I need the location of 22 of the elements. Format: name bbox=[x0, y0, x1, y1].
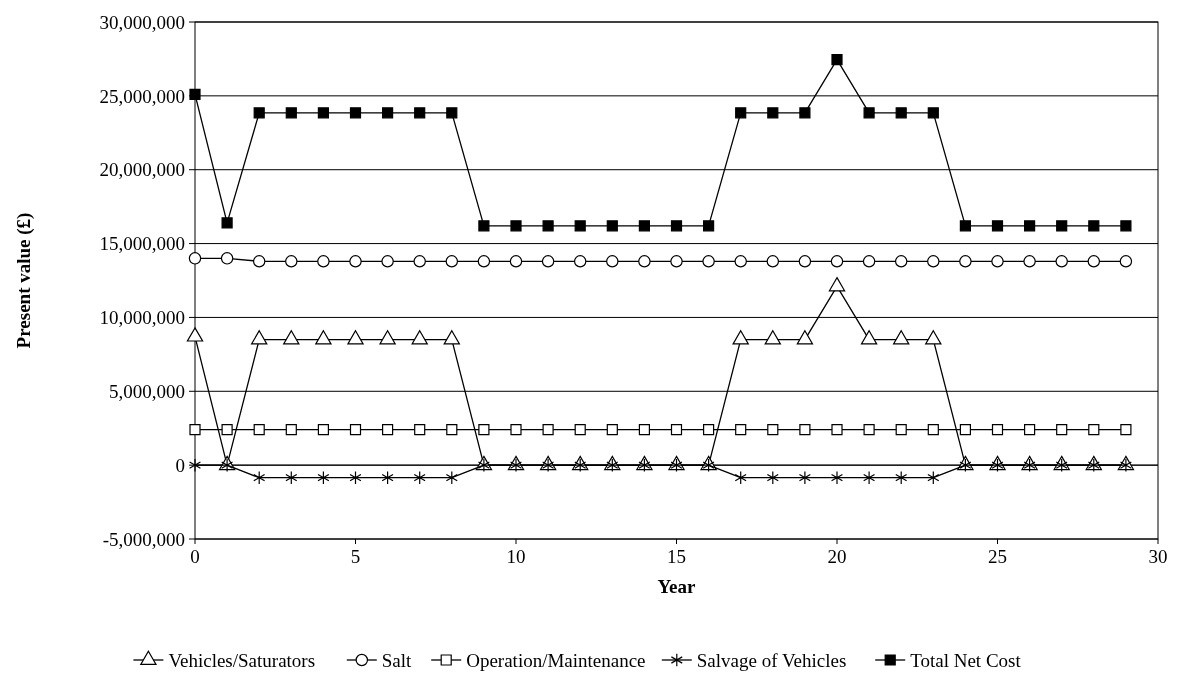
y-axis-title: Present value (£) bbox=[13, 212, 35, 349]
x-tick-label: 20 bbox=[827, 546, 847, 567]
x-tick-label: 5 bbox=[350, 546, 361, 567]
legend-label: Total Net Cost bbox=[910, 649, 1022, 671]
y-tick-label: 5,000,000 bbox=[109, 380, 185, 402]
y-tick-label: 25,000,000 bbox=[99, 85, 185, 107]
x-tick-label: 10 bbox=[506, 546, 526, 567]
y-tick-label: 15,000,000 bbox=[99, 233, 185, 255]
x-tick-label: 25 bbox=[988, 546, 1007, 567]
y-tick-label: 20,000,000 bbox=[99, 159, 185, 181]
x-tick-label: 0 bbox=[190, 546, 200, 567]
legend-label: Vehicles/Saturators bbox=[168, 649, 316, 671]
legend-label: Operation/Maintenance bbox=[466, 649, 646, 671]
x-axis-title: Year bbox=[657, 576, 697, 597]
y-tick-label: 10,000,000 bbox=[99, 307, 185, 329]
y-tick-label: 0 bbox=[175, 454, 185, 476]
x-tick-label: 30 bbox=[1148, 546, 1168, 567]
legend-label: Salt bbox=[381, 649, 413, 671]
legend-label: Salvage of Vehicles bbox=[696, 649, 847, 671]
y-tick-label: 30,000,000 bbox=[99, 11, 185, 33]
y-tick-label: -5,000,000 bbox=[102, 528, 185, 550]
x-tick-label: 15 bbox=[667, 546, 686, 567]
